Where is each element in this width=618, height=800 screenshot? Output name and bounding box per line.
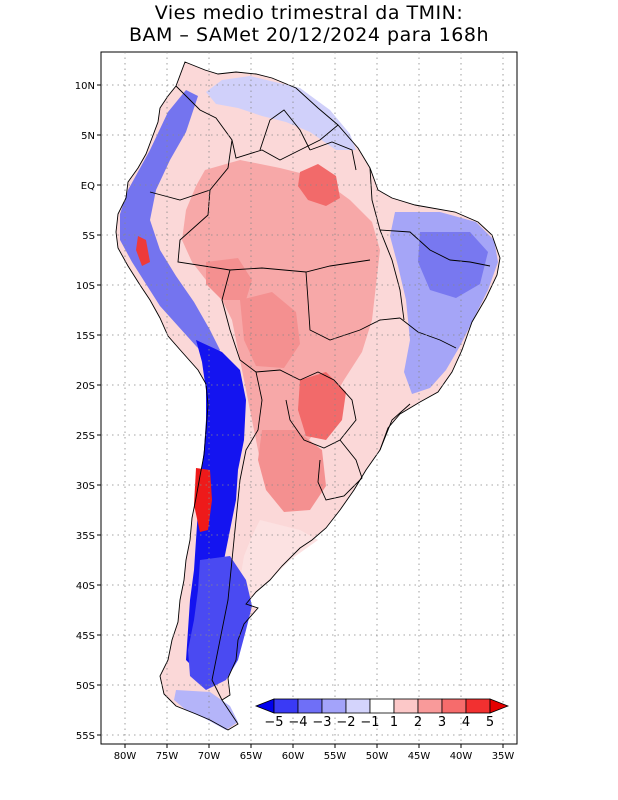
colorbar-label: −1 xyxy=(360,715,379,730)
lat-tick-label: 10N xyxy=(75,81,95,92)
continent-fill xyxy=(115,61,501,731)
lon-tick-label: 40W xyxy=(450,751,473,762)
warm-bias-argentina xyxy=(258,430,326,512)
lat-tick-label: 35S xyxy=(76,531,95,542)
colorbar-label: 4 xyxy=(462,715,470,730)
colorbar-segment xyxy=(273,698,299,714)
colorbar-label: −2 xyxy=(336,715,355,730)
lat-tick-label: 55S xyxy=(76,731,95,742)
colorbar-arrow-high xyxy=(489,698,510,714)
colorbar-segment xyxy=(321,698,347,714)
lat-tick-label: 5N xyxy=(81,131,95,142)
warm-bias-peru-spots xyxy=(136,236,150,266)
colorbar-label: −3 xyxy=(312,715,331,730)
weak-warm-patagonia xyxy=(240,520,318,596)
colorbar-label: 2 xyxy=(414,715,422,730)
lat-tick-label: EQ xyxy=(81,181,95,192)
lon-tick-label: 75W xyxy=(156,751,179,762)
map-title-line-2: BAM – SAMet 20/12/2024 para 168h xyxy=(128,24,490,46)
warm-bias-chaco xyxy=(240,292,300,368)
cold-bias-northeast-core xyxy=(418,232,488,298)
colorbar-segment xyxy=(297,698,323,714)
colorbar-segment xyxy=(465,698,491,714)
lon-tick-label: 70W xyxy=(198,751,221,762)
colorbar-label: 5 xyxy=(486,715,494,730)
country-borders xyxy=(115,61,501,731)
lat-tick-label: 20S xyxy=(76,381,95,392)
colorbar-legend: −5 −4 −3 −2 −1 1 2 3 4 5 xyxy=(254,698,510,730)
lat-tick-label: 15S xyxy=(76,331,95,342)
lon-tick-label: 50W xyxy=(366,751,389,762)
lat-tick-label: 30S xyxy=(76,481,95,492)
lon-tick-label: 65W xyxy=(240,751,263,762)
colorbar-label: 1 xyxy=(390,715,398,730)
warm-bias-paraguay xyxy=(298,372,346,440)
latitude-axis: 10N 5N EQ 5S 10S 15S 20S 25S 30S 35S 40S 45S 50S 55S xyxy=(75,81,101,742)
lon-tick-label: 45W xyxy=(408,751,431,762)
lon-tick-label: 35W xyxy=(492,751,515,762)
lon-tick-label: 60W xyxy=(282,751,305,762)
colorbar-label: −5 xyxy=(264,715,283,730)
cold-bias-andes-north xyxy=(120,90,220,362)
colorbar-segment xyxy=(417,698,443,714)
lon-tick-label: 80W xyxy=(114,751,137,762)
graticule xyxy=(101,52,517,744)
weak-cold-tierra-del-fuego xyxy=(174,690,238,730)
weak-cold-guianas xyxy=(206,76,356,150)
colorbar-label: −4 xyxy=(288,715,307,730)
warm-bias-north xyxy=(298,164,340,206)
colorbar-segment xyxy=(393,698,419,714)
colorbar-label: 3 xyxy=(438,715,446,730)
map-title-line-1: Vies medio trimestral da TMIN: xyxy=(154,2,464,24)
colorbar-segment xyxy=(345,698,371,714)
longitude-axis: 80W 75W 70W 65W 60W 55W 50W 45W 40W 35W xyxy=(114,744,515,762)
colorbar-segment xyxy=(369,698,395,714)
lon-tick-label: 55W xyxy=(324,751,347,762)
lat-tick-label: 45S xyxy=(76,631,95,642)
lat-tick-label: 10S xyxy=(76,281,95,292)
lat-tick-label: 40S xyxy=(76,581,95,592)
lat-tick-label: 50S xyxy=(76,681,95,692)
colorbar-segment xyxy=(441,698,467,714)
lat-tick-label: 25S xyxy=(76,431,95,442)
lat-tick-label: 5S xyxy=(82,231,95,242)
